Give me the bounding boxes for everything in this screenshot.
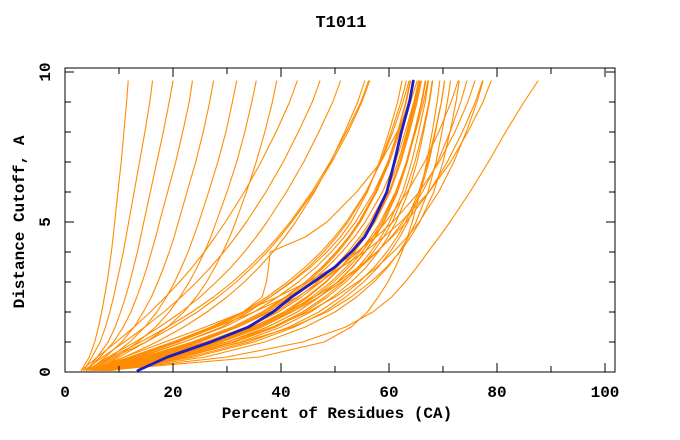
model-04-curve xyxy=(86,80,193,372)
model-13-curve xyxy=(94,80,366,372)
model-39-curve xyxy=(102,80,468,372)
model-22-curve xyxy=(110,80,434,372)
curves-layer xyxy=(80,79,539,372)
model-45-curve xyxy=(88,80,476,372)
model-38-curve xyxy=(96,80,459,372)
model-01-curve xyxy=(80,80,129,372)
model-14-curve xyxy=(86,80,370,372)
y-tick-label-5: 5 xyxy=(37,217,55,227)
y-axis-label: Distance Cutoff, A xyxy=(11,135,29,308)
model-40-curve xyxy=(107,80,484,372)
model-12-curve xyxy=(80,80,298,372)
model-27-curve xyxy=(102,80,421,372)
x-tick-label-60: 60 xyxy=(379,384,398,402)
chart-title: T1011 xyxy=(315,14,366,33)
x-tick-label-100: 100 xyxy=(591,384,620,402)
model-15-curve xyxy=(91,80,418,372)
model-05-curve xyxy=(88,80,215,372)
x-tick-label-80: 80 xyxy=(487,384,506,402)
model-42-curve xyxy=(107,80,539,372)
model-02-curve xyxy=(83,80,154,372)
model-44-curve xyxy=(107,80,460,372)
model-36-curve xyxy=(94,80,415,372)
x-tick-label-0: 0 xyxy=(60,384,70,402)
model-03-curve xyxy=(86,80,174,372)
model-25-curve xyxy=(96,80,415,372)
x-tick-label-40: 40 xyxy=(271,384,290,402)
model-35-curve xyxy=(110,80,429,372)
model-34-curve xyxy=(104,80,422,372)
x-axis-label: Percent of Residues (CA) xyxy=(222,405,452,423)
model-46-curve xyxy=(102,80,441,372)
model-10-curve xyxy=(88,80,371,372)
axes-layer: 0 20 40 60 80 100 0 5 10 xyxy=(37,62,619,402)
model-23-curve xyxy=(94,80,407,372)
model-06-curve xyxy=(91,80,238,372)
model-41-curve xyxy=(91,80,492,372)
model-09-curve xyxy=(86,80,341,372)
model-24-curve xyxy=(107,80,427,372)
model-37-curve xyxy=(107,80,427,372)
model-08-curve xyxy=(94,80,278,372)
y-tick-label-10: 10 xyxy=(37,62,55,81)
model-11-curve xyxy=(83,80,321,372)
highlighted-model-curve xyxy=(136,79,415,372)
x-tick-label-20: 20 xyxy=(163,384,182,402)
y-tick-label-0: 0 xyxy=(37,367,55,377)
